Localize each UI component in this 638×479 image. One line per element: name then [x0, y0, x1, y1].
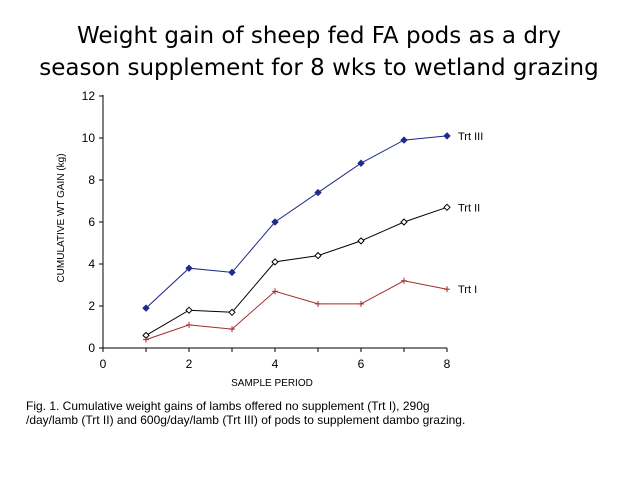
data-point: [315, 300, 321, 307]
y-tick-label: 10: [82, 131, 96, 145]
y-tick-label: 0: [88, 341, 95, 355]
series-trt-ii: [142, 203, 451, 340]
data-point: [444, 286, 450, 293]
slide-title: Weight gain of sheep fed FA pods as a dr…: [0, 20, 638, 84]
chart-series: [142, 132, 451, 343]
y-tick-label: 4: [88, 257, 95, 271]
data-point: [185, 264, 193, 272]
series-line: [145, 135, 448, 309]
data-point: [143, 336, 149, 343]
data-point: [314, 251, 322, 260]
data-point: [443, 132, 451, 140]
figure-caption-line-2: /day/lamb (Trt II) and 600g/day/lamb (Tr…: [26, 413, 466, 427]
series-trt-i: [143, 277, 450, 343]
data-point: [228, 268, 236, 277]
data-point: [228, 308, 236, 317]
y-tick-label: 12: [82, 89, 96, 103]
figure-caption-line-1: Fig. 1. Cumulative weight gains of lambs…: [26, 399, 430, 413]
figure-caption: Fig. 1. Cumulative weight gains of lambs…: [26, 399, 626, 427]
data-point: [400, 136, 408, 144]
y-tick-label: 8: [88, 173, 95, 187]
data-point: [142, 304, 150, 312]
series-line: [145, 206, 448, 336]
data-point: [271, 258, 279, 266]
data-point: [271, 218, 279, 226]
y-axis-title: CUMULATIVE WT GAIN (kg): [56, 153, 67, 282]
data-point: [358, 300, 364, 307]
series-label-trt-ii: Trt II: [458, 202, 480, 214]
x-tick-label: 0: [100, 357, 107, 371]
x-tick-label: 4: [272, 357, 279, 371]
data-point: [357, 237, 365, 245]
data-point: [400, 218, 408, 226]
x-tick-label: 2: [186, 357, 193, 371]
slide-title-line-2: season supplement for 8 wks to wetland g…: [39, 55, 599, 81]
data-point: [314, 188, 322, 197]
series-line: [145, 280, 448, 341]
chart-axes: 0 2 4 6 8 10 12 0 2 4 6 8 SAMPLE PERIOD CUMULATIVE WT…: [56, 89, 451, 389]
data-point: [443, 203, 451, 212]
slide-title-line-1: Weight gain of sheep fed FA pods as a dr…: [76, 23, 561, 49]
data-point: [186, 321, 192, 328]
x-tick-label: 6: [358, 357, 365, 371]
series-label-trt-i: Trt I: [458, 284, 477, 296]
y-tick-label: 2: [88, 299, 95, 313]
data-point: [272, 288, 278, 295]
chart-series-labels: Trt III Trt II Trt I: [458, 131, 483, 296]
x-axis-title: SAMPLE PERIOD: [231, 378, 313, 389]
x-tick-label: 8: [444, 357, 451, 371]
series-label-trt-iii: Trt III: [458, 131, 483, 143]
data-point: [357, 159, 365, 167]
data-point: [229, 326, 235, 333]
data-point: [401, 277, 407, 284]
y-tick-label: 6: [88, 215, 95, 229]
series-trt-iii: [142, 132, 451, 312]
data-point: [185, 306, 193, 314]
